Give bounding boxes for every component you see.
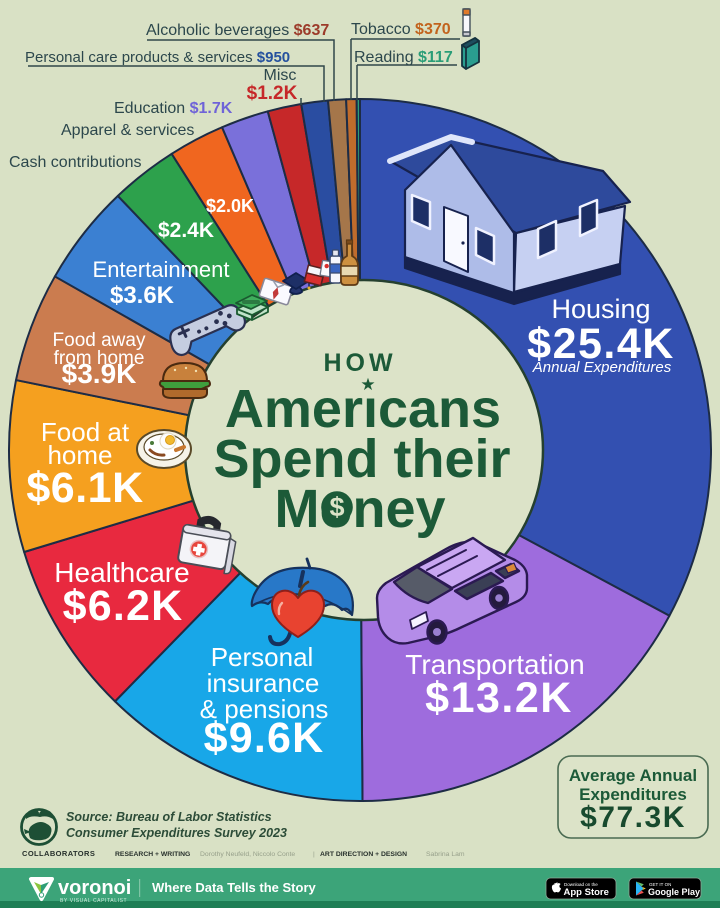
svg-text:Money: Money — [274, 479, 445, 539]
svg-text:BY VISUAL CAPITALIST: BY VISUAL CAPITALIST — [60, 898, 127, 904]
svg-text:Amerıcans: Amerıcans — [225, 379, 501, 439]
svg-text:HOW: HOW — [323, 349, 396, 377]
svg-text:$13.2K: $13.2K — [425, 674, 573, 722]
svg-text:COLLABORATORS: COLLABORATORS — [22, 849, 95, 858]
svg-text:Alcoholic beverages $637: Alcoholic beverages $637 — [146, 22, 329, 39]
svg-text:Annual Expenditures: Annual Expenditures — [532, 359, 672, 376]
svg-text:App Store: App Store — [564, 887, 609, 898]
svg-text:Food away: Food away — [53, 330, 146, 351]
svg-text:Average Annual: Average Annual — [569, 766, 697, 785]
svg-text:home: home — [47, 440, 112, 470]
svg-text:$25.4K: $25.4K — [527, 320, 675, 368]
svg-text:Education $1.7K: Education $1.7K — [114, 100, 233, 117]
svg-text:Spend their: Spend their — [213, 429, 510, 489]
svg-text:Healthcare: Healthcare — [54, 557, 189, 588]
svg-text:$2.4K: $2.4K — [158, 219, 214, 242]
svg-text:|: | — [313, 851, 315, 858]
svg-text:ART DIRECTION + DESIGN: ART DIRECTION + DESIGN — [320, 851, 407, 858]
svg-text:Housing: Housing — [551, 294, 650, 324]
svg-text:Cash contributions: Cash contributions — [9, 154, 142, 171]
svg-text:Misc: Misc — [264, 67, 297, 84]
svg-text:$3.9K: $3.9K — [62, 358, 137, 389]
svg-text:★: ★ — [360, 375, 375, 394]
svg-text:$9.6K: $9.6K — [204, 714, 325, 762]
svg-text:$: $ — [329, 492, 344, 522]
svg-text:Transportation: Transportation — [405, 649, 585, 680]
svg-text:$77.3K: $77.3K — [580, 801, 686, 834]
svg-text:Google Play: Google Play — [648, 887, 700, 897]
svg-text:Food at: Food at — [41, 417, 130, 447]
svg-text:insurance: insurance — [207, 668, 320, 698]
svg-text:$1.2K: $1.2K — [247, 83, 298, 104]
svg-text:Tobacco $370: Tobacco $370 — [351, 21, 451, 38]
svg-text:Where Data Tells the Story: Where Data Tells the Story — [152, 880, 317, 895]
svg-text:voronoi: voronoi — [58, 877, 131, 899]
svg-text:Expenditures: Expenditures — [579, 785, 687, 804]
svg-text:Apparel & services: Apparel & services — [61, 122, 194, 139]
svg-text:$6.1K: $6.1K — [26, 464, 143, 512]
svg-text:RESEARCH + WRITING: RESEARCH + WRITING — [115, 851, 190, 858]
svg-text:Consumer Expenditures Survey 2: Consumer Expenditures Survey 2023 — [66, 826, 287, 840]
svg-text:Source: Bureau of Labor Statis: Source: Bureau of Labor Statistics — [66, 810, 272, 824]
svg-text:$3.6K: $3.6K — [110, 282, 175, 309]
svg-text:Personal care products & servi: Personal care products & services $950 — [25, 49, 290, 66]
svg-text:GET IT ON: GET IT ON — [649, 882, 671, 887]
svg-text:Dorothy Neufeld, Niccolo Conte: Dorothy Neufeld, Niccolo Conte — [200, 851, 295, 858]
svg-text:Sabrina Lam: Sabrina Lam — [426, 851, 465, 858]
svg-text:$6.2K: $6.2K — [63, 582, 184, 630]
svg-text:Entertainment: Entertainment — [93, 257, 230, 282]
svg-text:$2.0K: $2.0K — [206, 196, 254, 216]
svg-text:& pensions: & pensions — [200, 694, 329, 724]
svg-text:from home: from home — [54, 348, 145, 369]
svg-text:Personal: Personal — [211, 642, 314, 672]
svg-text:Download on the: Download on the — [564, 882, 598, 887]
svg-text:Reading $117: Reading $117 — [354, 49, 453, 66]
